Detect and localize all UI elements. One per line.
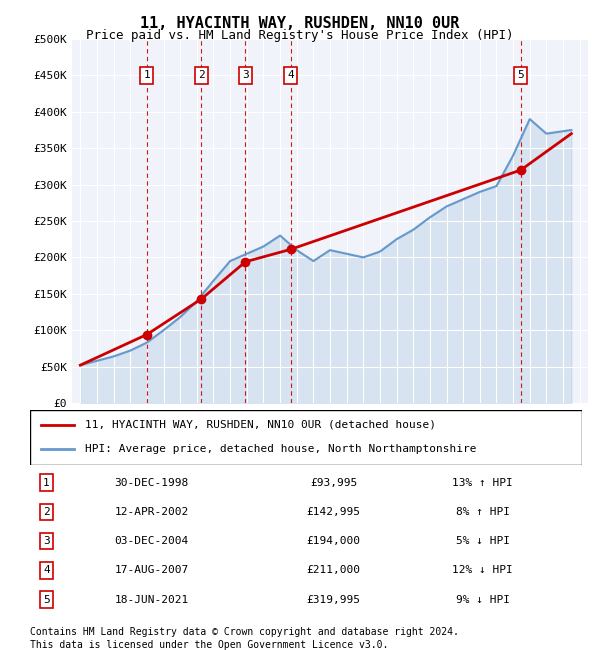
Text: 2: 2 (43, 507, 50, 517)
Text: Price paid vs. HM Land Registry's House Price Index (HPI): Price paid vs. HM Land Registry's House … (86, 29, 514, 42)
Text: 03-DEC-2004: 03-DEC-2004 (115, 536, 188, 546)
Text: 1: 1 (143, 70, 150, 81)
FancyBboxPatch shape (30, 410, 582, 465)
Text: HPI: Average price, detached house, North Northamptonshire: HPI: Average price, detached house, Nort… (85, 445, 476, 454)
Text: 3: 3 (43, 536, 50, 546)
Text: 11, HYACINTH WAY, RUSHDEN, NN10 0UR (detached house): 11, HYACINTH WAY, RUSHDEN, NN10 0UR (det… (85, 420, 436, 430)
Text: 2: 2 (198, 70, 205, 81)
Text: Contains HM Land Registry data © Crown copyright and database right 2024.: Contains HM Land Registry data © Crown c… (30, 627, 459, 637)
Text: 30-DEC-1998: 30-DEC-1998 (115, 478, 188, 488)
Text: 17-AUG-2007: 17-AUG-2007 (115, 566, 188, 575)
Text: £194,000: £194,000 (307, 536, 361, 546)
Text: 3: 3 (242, 70, 249, 81)
Text: 11, HYACINTH WAY, RUSHDEN, NN10 0UR: 11, HYACINTH WAY, RUSHDEN, NN10 0UR (140, 16, 460, 31)
Text: 1: 1 (43, 478, 50, 488)
Text: This data is licensed under the Open Government Licence v3.0.: This data is licensed under the Open Gov… (30, 640, 388, 650)
Text: 12% ↓ HPI: 12% ↓ HPI (452, 566, 513, 575)
Text: 9% ↓ HPI: 9% ↓ HPI (455, 595, 509, 604)
Text: 5: 5 (43, 595, 50, 604)
Text: £142,995: £142,995 (307, 507, 361, 517)
Text: 4: 4 (43, 566, 50, 575)
Text: £93,995: £93,995 (310, 478, 357, 488)
Text: 8% ↑ HPI: 8% ↑ HPI (455, 507, 509, 517)
Text: 5% ↓ HPI: 5% ↓ HPI (455, 536, 509, 546)
Text: £211,000: £211,000 (307, 566, 361, 575)
Text: 5: 5 (517, 70, 524, 81)
Text: 12-APR-2002: 12-APR-2002 (115, 507, 188, 517)
Text: £319,995: £319,995 (307, 595, 361, 604)
Text: 13% ↑ HPI: 13% ↑ HPI (452, 478, 513, 488)
Text: 18-JUN-2021: 18-JUN-2021 (115, 595, 188, 604)
Text: 4: 4 (287, 70, 294, 81)
